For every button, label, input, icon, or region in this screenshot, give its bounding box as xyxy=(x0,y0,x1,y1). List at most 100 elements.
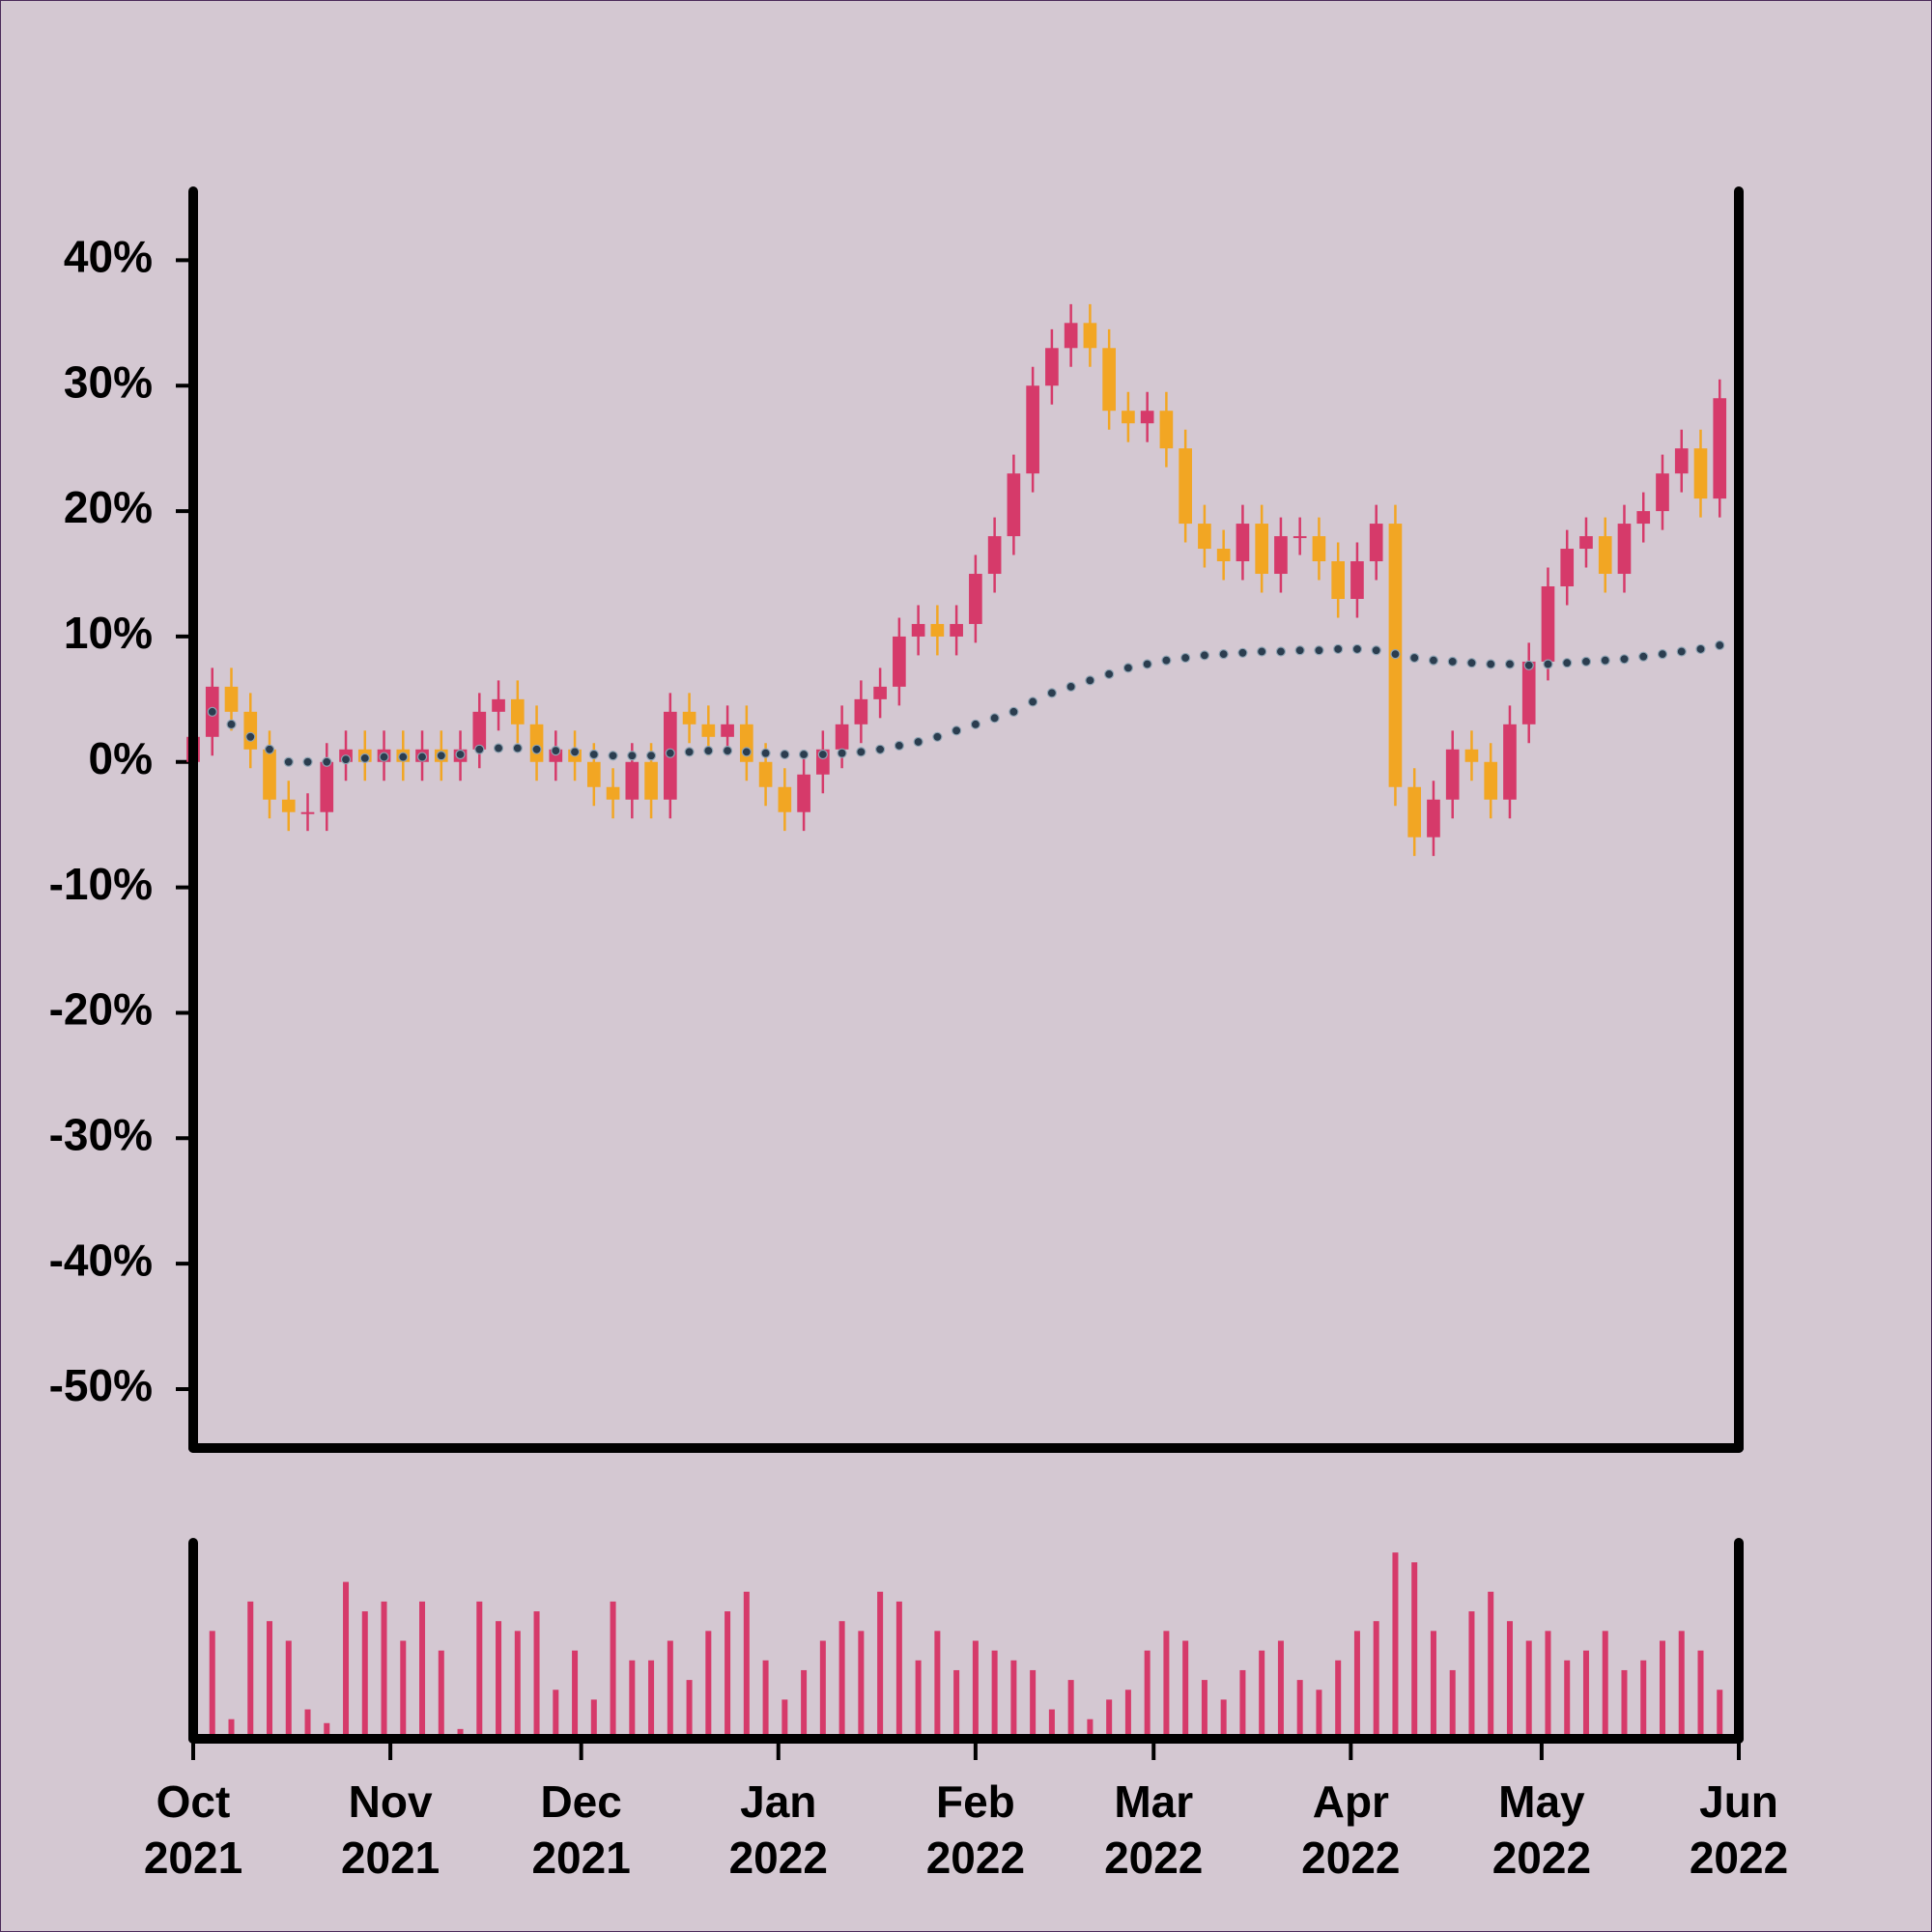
volume-bar xyxy=(1316,1690,1322,1739)
moving-average-dot xyxy=(1657,649,1668,660)
volume-bar xyxy=(419,1601,426,1739)
moving-average-dot xyxy=(588,749,599,760)
y-tick-label: 10% xyxy=(64,608,153,658)
moving-average-dot xyxy=(1638,651,1649,662)
x-tick-label: Jun 2022 xyxy=(1689,1776,1789,1883)
candle-body xyxy=(758,761,773,787)
moving-average-dot xyxy=(722,745,733,756)
volume-bar xyxy=(1010,1660,1017,1739)
candle-body xyxy=(300,811,315,814)
moving-average-dot xyxy=(416,752,428,762)
moving-average-dot xyxy=(1065,681,1076,692)
candle-body xyxy=(1579,536,1593,550)
moving-average-dot xyxy=(493,743,504,753)
y-tick-label: -20% xyxy=(49,984,153,1035)
moving-average-dot xyxy=(1122,663,1134,673)
moving-average-dot xyxy=(436,751,446,761)
volume-bar xyxy=(686,1680,693,1739)
moving-average-dot xyxy=(398,752,409,762)
volume-bar xyxy=(629,1660,636,1739)
volume-bar xyxy=(324,1722,330,1739)
volume-bar xyxy=(1545,1631,1551,1739)
moving-average-dot xyxy=(875,744,886,754)
volume-bar xyxy=(724,1611,731,1739)
candle-body xyxy=(797,774,810,812)
volume-bar xyxy=(267,1621,273,1739)
moving-average-dot xyxy=(684,747,695,757)
moving-average-dot xyxy=(1257,646,1267,657)
candle-body xyxy=(701,724,716,737)
y-tick-label: 20% xyxy=(64,482,153,532)
candle-body xyxy=(1464,749,1479,762)
moving-average-dot xyxy=(1504,659,1516,669)
volume-bar xyxy=(1373,1621,1379,1739)
volume-bar xyxy=(1201,1680,1208,1739)
volume-bar xyxy=(1296,1680,1303,1739)
candle-body xyxy=(835,724,849,750)
moving-average-dot xyxy=(207,706,217,717)
candle-body xyxy=(930,623,945,637)
y-tick-label: -30% xyxy=(49,1109,153,1159)
moving-average-dot xyxy=(1294,645,1305,656)
candle-body xyxy=(644,761,658,800)
volume-bar xyxy=(400,1640,407,1739)
moving-average-dot xyxy=(1351,643,1363,655)
volume-bar xyxy=(457,1728,464,1739)
y-tick-label: -10% xyxy=(49,859,153,909)
x-tick-label: Mar 2022 xyxy=(1104,1776,1204,1883)
candle-body xyxy=(1236,524,1250,562)
candle-body xyxy=(1503,724,1517,800)
volume-bar xyxy=(1430,1631,1436,1739)
y-tick-label: 0% xyxy=(89,733,153,783)
candle-body xyxy=(1179,448,1192,525)
moving-average-dot xyxy=(1619,654,1630,665)
moving-average-dot xyxy=(1161,655,1172,666)
moving-average-dot xyxy=(1466,658,1477,668)
moving-average-dot xyxy=(913,736,923,748)
volume-bar xyxy=(247,1601,254,1739)
volume-bar xyxy=(1697,1650,1704,1739)
moving-average-dot xyxy=(302,756,313,767)
y-tick-label: -40% xyxy=(49,1235,153,1285)
candle-body xyxy=(873,686,887,699)
moving-average-dot xyxy=(1562,658,1573,668)
volume-bar xyxy=(553,1690,559,1739)
volume-bar xyxy=(438,1650,444,1739)
candle-body xyxy=(606,786,620,800)
moving-average-dot xyxy=(932,731,943,742)
moving-average-dot xyxy=(512,743,523,753)
volume-bar xyxy=(1392,1552,1399,1739)
candle-body xyxy=(1713,398,1727,499)
volume-bar xyxy=(838,1621,845,1739)
moving-average-dot xyxy=(645,751,657,761)
volume-bar xyxy=(228,1719,235,1739)
moving-average-dot xyxy=(245,731,256,742)
moving-average-dot xyxy=(760,748,771,758)
moving-average-dot xyxy=(474,744,485,754)
candle-body xyxy=(320,761,334,812)
moving-average-dot xyxy=(1428,655,1439,666)
candle-body xyxy=(1674,448,1689,474)
candle-body xyxy=(1159,411,1174,449)
moving-average-dot xyxy=(780,749,790,760)
volume-bar xyxy=(934,1631,941,1739)
volume-bar xyxy=(1048,1709,1055,1739)
volume-bar xyxy=(991,1650,998,1739)
candle-body xyxy=(893,636,906,687)
moving-average-dot xyxy=(1009,706,1019,717)
volume-bar xyxy=(476,1601,483,1739)
candle-body xyxy=(1140,411,1154,424)
volume-bar xyxy=(1717,1690,1723,1739)
candle-body xyxy=(510,698,525,724)
candle-body xyxy=(778,786,792,812)
volume-bar xyxy=(610,1601,616,1739)
candle-body xyxy=(1331,561,1346,599)
volume-bar xyxy=(1525,1640,1532,1739)
moving-average-dot xyxy=(741,747,752,757)
volume-bar xyxy=(1220,1699,1227,1739)
volume-bar xyxy=(381,1601,387,1739)
moving-average-dot xyxy=(970,719,980,729)
candle-body xyxy=(1484,761,1498,800)
moving-average-dot xyxy=(551,745,561,756)
